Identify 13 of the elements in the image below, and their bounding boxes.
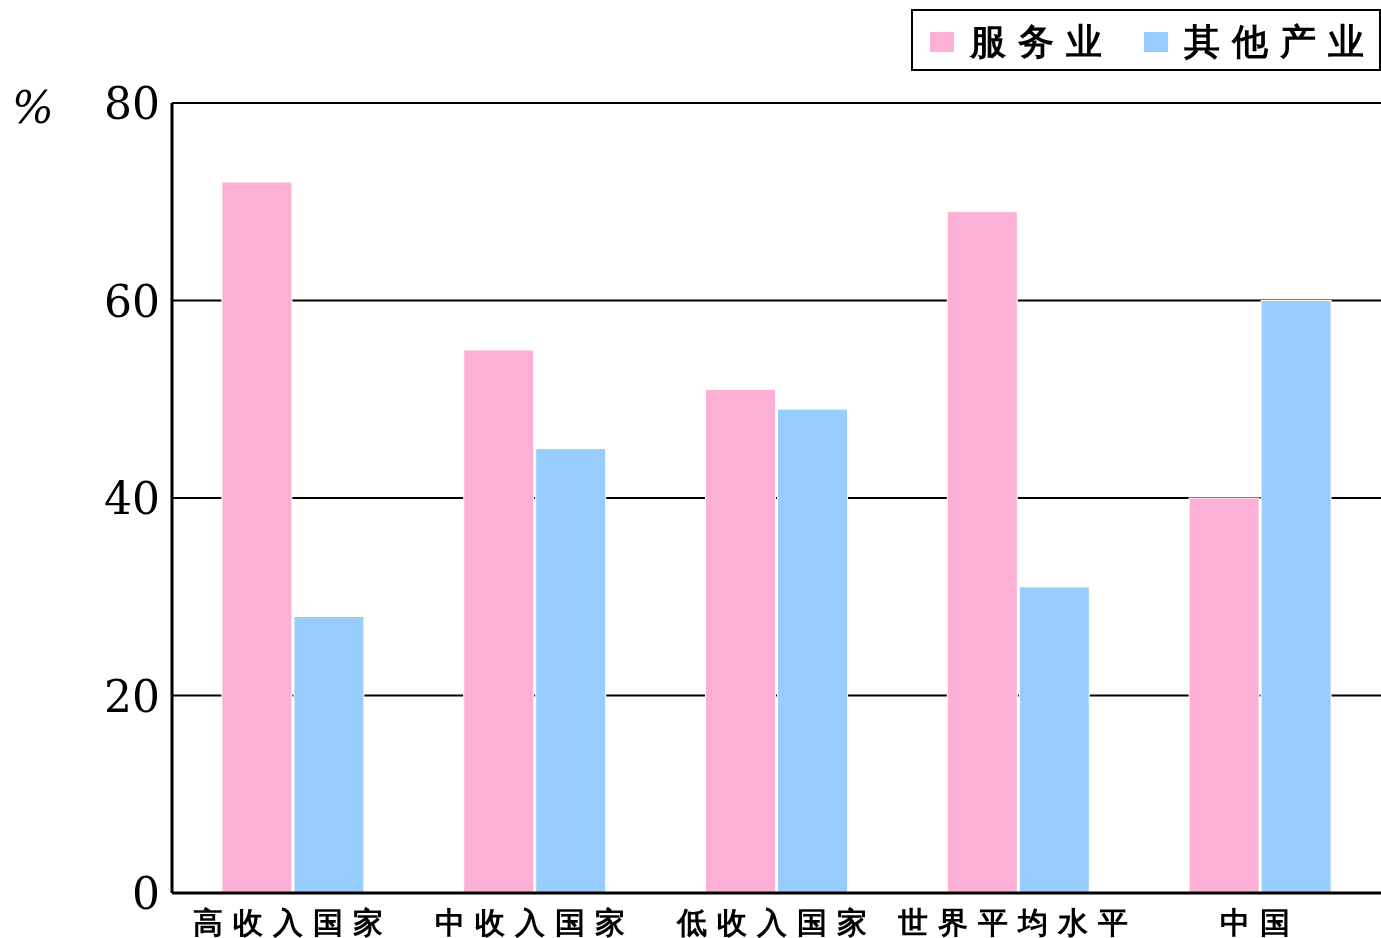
legend-label: 其他产业 <box>1183 20 1376 62</box>
x-tick-label: 中收入国家 <box>434 905 635 938</box>
x-tick-label: 世界平均水平 <box>897 905 1139 938</box>
y-tick-label: 20 <box>104 670 160 722</box>
x-tick-label: 低收入国家 <box>675 905 877 938</box>
x-tick-label: 高收入国家 <box>192 905 393 938</box>
legend-label: 服务业 <box>969 20 1114 62</box>
y-tick-label: 40 <box>104 473 160 524</box>
y-axis-title: % <box>12 82 54 133</box>
y-tick-label: 0 <box>132 868 160 919</box>
y-tick-label: 60 <box>104 275 160 327</box>
x-tick-label: 中国 <box>1220 905 1301 938</box>
y-tick-label: 80 <box>104 78 160 129</box>
